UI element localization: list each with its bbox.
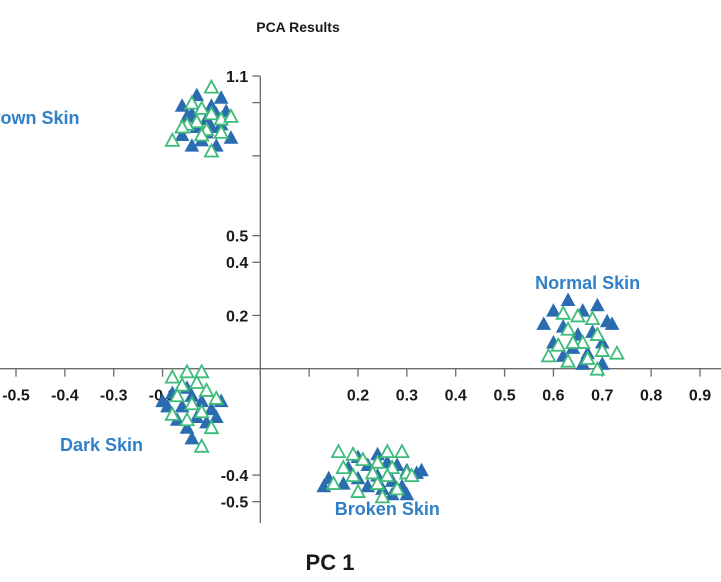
hollow-triangle-point [369, 453, 386, 469]
filled-triangle-point [604, 316, 620, 330]
cluster-label: Normal Skin [535, 273, 640, 293]
tick-labels: -0.5-0.4-0.3-0.20.20.30.40.50.60.70.80.9… [2, 69, 711, 512]
hollow-triangle-point [555, 304, 572, 320]
hollow-triangle-point [540, 347, 557, 363]
cluster-label: Broken Skin [335, 499, 440, 519]
hollow-triangle-point [369, 475, 386, 490]
filled-triangle-point [208, 409, 224, 424]
y-tick-label: -0.4 [221, 468, 249, 485]
x-tick-label: 0.6 [542, 388, 564, 405]
hollow-triangle-point [345, 467, 362, 482]
filled-triangle-point [213, 90, 229, 104]
hollow-triangle-point [374, 488, 391, 504]
hollow-triangle-point [579, 350, 596, 365]
hollow-triangle-point [222, 108, 239, 123]
x-tick-label: 0.9 [689, 388, 711, 405]
y-tick-label: 0.2 [226, 308, 248, 325]
hollow-triangle-point [203, 142, 220, 158]
x-tick-label: -0.4 [51, 388, 79, 405]
hollow-triangle-point [193, 437, 210, 453]
hollow-triangle-point [335, 459, 352, 475]
hollow-triangle-point [354, 451, 371, 467]
hollow-triangle-point [330, 443, 347, 459]
hollow-triangle-point [178, 411, 196, 427]
filled-triangle-point [560, 292, 576, 306]
filled-triangle-point [414, 462, 429, 477]
hollow-triangle-point [379, 467, 396, 482]
hollow-triangle-point [193, 363, 210, 379]
hollow-triangle-point [594, 342, 611, 357]
x-axis-label: PC 1 [306, 550, 355, 575]
hollow-triangle-point [364, 464, 381, 480]
x-tick-label: 0.5 [493, 388, 515, 405]
x-tick-label: -0.3 [100, 388, 128, 405]
hollow-triangle-point [584, 310, 601, 326]
hollow-triangle-point [550, 336, 567, 352]
chart-title: PCA Results [256, 19, 340, 35]
filled-triangle-point [204, 401, 219, 416]
hollow-triangle-point [164, 368, 181, 384]
y-tick-label: 1.1 [226, 69, 248, 86]
cluster-labels: Brown Skin Normal Skin Dark Skin Broken Ski… [0, 108, 640, 519]
data-points [155, 78, 625, 504]
hollow-triangle-point [193, 403, 210, 419]
hollow-triangle-point [574, 334, 591, 349]
hollow-triangle-point [178, 363, 196, 379]
hollow-triangle-point [379, 443, 396, 459]
hollow-triangle-point [608, 344, 625, 360]
hollow-triangle-point [384, 459, 401, 475]
filled-triangle-point [336, 476, 351, 490]
filled-triangle-point [179, 420, 195, 434]
hollow-triangle-point [183, 94, 200, 110]
hollow-triangle-point [569, 307, 586, 323]
hollow-triangle-point [393, 443, 410, 459]
filled-triangle-point [189, 87, 205, 102]
x-tick-label: 0.4 [445, 388, 467, 405]
filled-triangle-point [174, 127, 190, 142]
hollow-triangle-point [169, 387, 186, 403]
hollow-triangle-point [174, 376, 191, 392]
hollow-triangle-point [389, 480, 406, 496]
hollow-triangle-point [213, 123, 230, 139]
filled-triangle-point [536, 316, 551, 330]
hollow-triangle-point [188, 113, 205, 129]
hollow-triangle-point [589, 326, 606, 341]
filled-triangle-point [184, 430, 200, 445]
x-tick-label: 0.8 [640, 388, 662, 405]
hollow-triangle-point [349, 483, 367, 498]
filled-triangle-point [590, 297, 605, 312]
hollow-triangle-point [564, 334, 581, 349]
filled-triangle-point [155, 393, 170, 408]
y-tick-label: 0.5 [226, 229, 248, 246]
hollow-triangle-point [203, 419, 220, 435]
hollow-triangle-point [193, 126, 210, 142]
hollow-triangle-point [174, 118, 191, 134]
hollow-triangle-point [183, 395, 200, 411]
hollow-triangle-point [198, 382, 215, 397]
x-tick-label: 0.3 [396, 388, 418, 405]
hollow-triangle-point [589, 360, 606, 376]
hollow-triangle-point [560, 352, 577, 368]
cluster-label: Dark Skin [60, 435, 143, 455]
filled-triangle-point [184, 138, 200, 152]
x-tick-label: 0.7 [591, 388, 613, 405]
hollow-triangle-point [560, 320, 577, 336]
y-tick-label: -0.5 [221, 495, 249, 512]
hollow-triangle-point [164, 406, 181, 421]
hollow-triangle-point [203, 105, 220, 121]
filled-triangle-point [546, 303, 561, 317]
hollow-triangle-point [193, 100, 210, 115]
cluster-label: Brown Skin [0, 108, 80, 128]
x-tick-label: 0.2 [347, 388, 369, 405]
hollow-triangle-point [164, 131, 181, 147]
hollow-triangle-point [203, 78, 220, 94]
hollow-triangle-point [403, 467, 420, 482]
hollow-triangle-point [345, 445, 362, 461]
hollow-triangle-point [208, 390, 225, 405]
x-tick-label: -0.5 [2, 388, 30, 405]
y-tick-label: 0.4 [226, 255, 248, 272]
hollow-triangle-point [325, 475, 342, 490]
hollow-triangle-point [188, 374, 205, 389]
